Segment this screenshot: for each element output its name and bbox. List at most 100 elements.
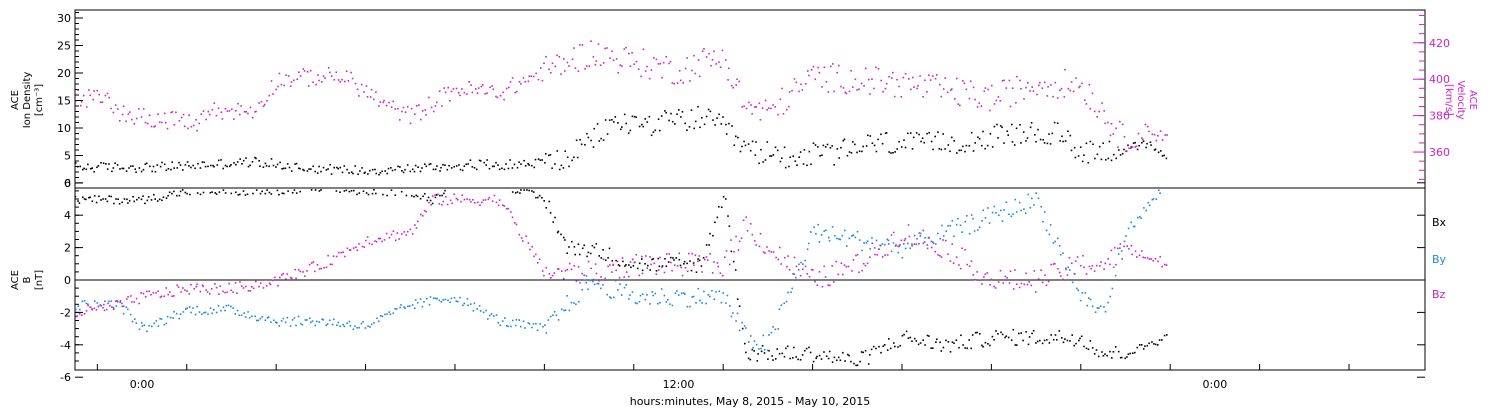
data-point — [495, 95, 497, 98]
data-point — [1099, 265, 1101, 267]
data-point — [339, 325, 341, 327]
data-point — [103, 303, 105, 306]
data-point — [871, 237, 873, 239]
data-point — [808, 275, 811, 278]
data-point — [75, 162, 77, 164]
data-point — [518, 319, 520, 321]
data-point — [232, 307, 234, 309]
data-point — [732, 260, 735, 263]
data-point — [907, 132, 909, 135]
data-point — [802, 163, 805, 165]
data-point — [233, 162, 235, 164]
data-point — [1015, 283, 1018, 285]
data-point — [264, 192, 267, 195]
data-point — [259, 165, 261, 167]
data-point — [119, 300, 122, 302]
b-tick-label: -2 — [60, 306, 71, 319]
data-point — [507, 207, 510, 210]
data-point — [322, 166, 325, 169]
data-point — [297, 315, 300, 318]
data-point — [758, 102, 761, 105]
data-point — [970, 80, 972, 83]
data-point — [960, 149, 962, 152]
data-point — [75, 315, 78, 318]
data-point — [312, 165, 314, 168]
data-point — [111, 306, 113, 308]
data-point — [761, 345, 764, 347]
data-point — [714, 124, 716, 126]
data-point — [484, 93, 487, 95]
data-point — [1165, 157, 1168, 160]
data-point — [104, 300, 106, 302]
data-point — [604, 279, 606, 281]
data-point — [718, 290, 721, 293]
data-point — [1008, 213, 1010, 216]
data-point — [697, 260, 699, 263]
data-point — [806, 248, 809, 251]
data-point — [725, 302, 727, 304]
data-point — [730, 84, 733, 87]
data-point — [770, 155, 773, 157]
data-point — [182, 287, 184, 289]
data-point — [596, 282, 599, 285]
data-point — [751, 113, 753, 115]
data-point — [417, 220, 419, 223]
data-point — [564, 70, 566, 72]
data-point — [647, 264, 649, 267]
data-point — [282, 272, 284, 275]
data-point — [252, 287, 255, 290]
data-point — [262, 166, 265, 168]
data-point — [1064, 140, 1067, 142]
data-point — [535, 196, 537, 199]
data-point — [434, 194, 436, 196]
data-point — [543, 200, 545, 202]
data-point — [1132, 225, 1135, 228]
data-point — [1089, 340, 1092, 342]
data-point — [771, 355, 773, 357]
data-point — [827, 357, 830, 360]
data-point — [158, 121, 161, 123]
data-point — [799, 359, 802, 361]
data-point — [444, 196, 447, 198]
data-point — [754, 106, 756, 108]
data-point — [329, 71, 331, 74]
data-point — [659, 62, 662, 65]
data-point — [789, 156, 791, 159]
data-point — [795, 265, 798, 268]
data-point — [362, 190, 365, 192]
data-point — [245, 111, 247, 113]
data-point — [511, 77, 514, 79]
data-point — [581, 288, 584, 291]
data-point — [691, 252, 694, 255]
data-point — [535, 322, 537, 325]
data-point — [1108, 140, 1111, 143]
data-point — [869, 354, 871, 356]
data-point — [1142, 256, 1144, 259]
data-point — [382, 101, 385, 104]
data-point — [598, 140, 601, 142]
data-point — [1088, 84, 1091, 86]
data-point — [684, 122, 686, 125]
data-point — [438, 203, 441, 205]
data-point — [1105, 159, 1107, 161]
data-point — [825, 355, 828, 357]
data-point — [1119, 154, 1122, 156]
data-point — [663, 294, 666, 297]
data-point — [378, 173, 380, 176]
data-point — [516, 166, 519, 169]
data-point — [750, 104, 752, 106]
data-point — [287, 75, 290, 77]
data-point — [976, 271, 978, 273]
data-point — [317, 74, 319, 76]
series-bx — [74, 189, 1168, 367]
data-point — [573, 156, 575, 159]
data-point — [597, 43, 600, 45]
data-point — [801, 354, 804, 356]
data-point — [403, 231, 406, 233]
data-point — [668, 62, 670, 65]
data-point — [1131, 253, 1133, 256]
data-point — [1151, 341, 1153, 343]
data-point — [117, 198, 119, 200]
density-tick-label: 10 — [57, 122, 71, 135]
data-point — [208, 113, 211, 116]
